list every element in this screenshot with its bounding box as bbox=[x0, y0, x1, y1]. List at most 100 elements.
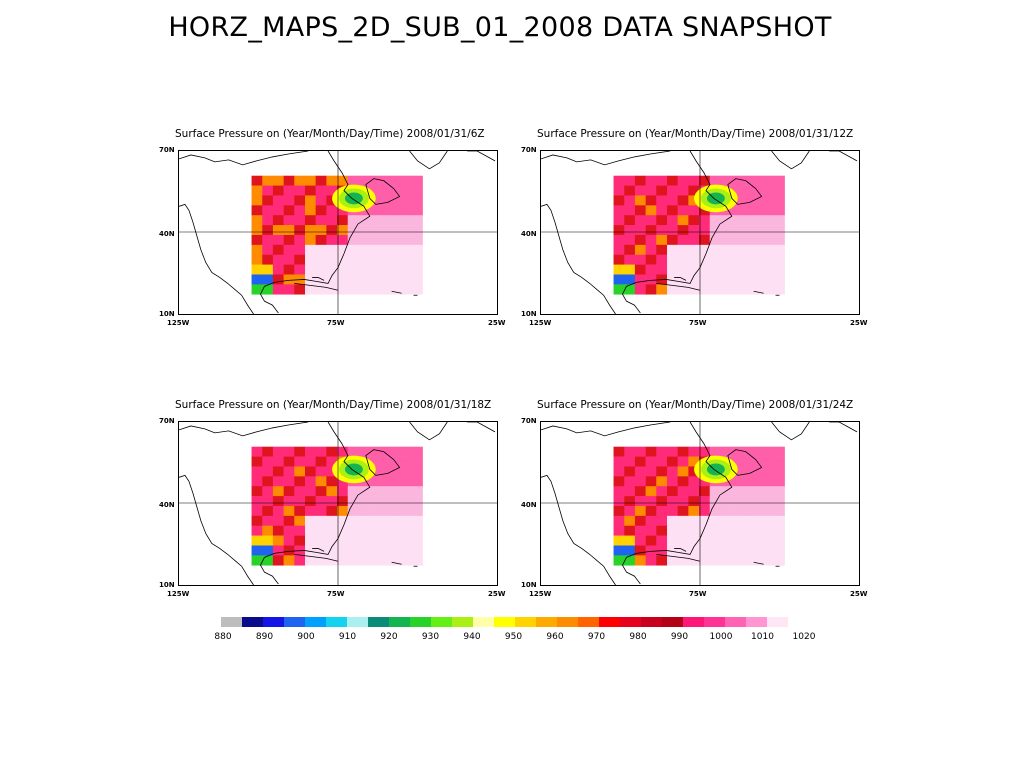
pressure-cell bbox=[741, 264, 753, 275]
pressure-cell bbox=[390, 205, 402, 216]
pressure-cell bbox=[262, 515, 274, 527]
pressure-cell bbox=[656, 215, 668, 226]
pressure-cell bbox=[677, 496, 689, 507]
pressure-cell bbox=[326, 185, 338, 196]
pressure-cell bbox=[401, 476, 413, 487]
pressure-cell bbox=[667, 446, 679, 457]
pressure-cell bbox=[358, 254, 370, 265]
coastline bbox=[260, 422, 371, 585]
pressure-cell bbox=[634, 254, 646, 265]
pressure-cell bbox=[613, 505, 625, 517]
pressure-cell bbox=[763, 225, 775, 236]
pressure-cell bbox=[645, 225, 657, 236]
coastline bbox=[674, 548, 687, 552]
pressure-cell bbox=[634, 505, 646, 517]
pressure-cell bbox=[315, 254, 327, 265]
pressure-cell bbox=[251, 496, 263, 507]
pressure-cell bbox=[773, 274, 785, 285]
coastline bbox=[179, 151, 309, 166]
pressure-cell bbox=[645, 486, 657, 497]
colorbar-swatch bbox=[536, 617, 557, 627]
pressure-cell bbox=[645, 505, 657, 517]
pressure-cell bbox=[667, 185, 679, 196]
latitude-label: 10N bbox=[159, 581, 175, 589]
pressure-cell bbox=[262, 225, 274, 236]
pressure-cell bbox=[667, 456, 679, 467]
pressure-cell bbox=[667, 505, 679, 517]
pressure-cell bbox=[688, 496, 700, 507]
pressure-cell bbox=[752, 264, 764, 275]
pressure-cell bbox=[613, 466, 625, 477]
pressure-cell bbox=[379, 486, 391, 497]
pressure-cell bbox=[390, 476, 402, 487]
pressure-cell bbox=[677, 205, 689, 216]
pressure-cell bbox=[741, 195, 753, 206]
pressure-cell bbox=[315, 234, 327, 246]
pressure-cell bbox=[315, 535, 327, 546]
pressure-cell bbox=[390, 555, 402, 566]
pressure-cell bbox=[294, 505, 306, 517]
pressure-cell bbox=[677, 486, 689, 497]
latitude-label: 70N bbox=[159, 146, 175, 154]
pressure-cell bbox=[656, 195, 668, 206]
colorbar-tick-label: 1020 bbox=[792, 632, 816, 642]
colorbar-tick-label: 930 bbox=[421, 632, 440, 642]
pressure-cell bbox=[731, 446, 743, 457]
pressure-cell bbox=[731, 244, 743, 256]
pressure-cell bbox=[390, 486, 402, 497]
pressure-cell bbox=[347, 555, 359, 566]
pressure-cell bbox=[656, 446, 668, 457]
colorbar-swatch bbox=[263, 617, 284, 627]
pressure-cell bbox=[294, 195, 306, 206]
pressure-cell bbox=[613, 456, 625, 467]
pressure-cell bbox=[347, 486, 359, 497]
pressure-cell bbox=[337, 545, 349, 556]
pressure-cell bbox=[709, 175, 721, 186]
pressure-cell bbox=[401, 555, 413, 566]
pressure-cell bbox=[613, 545, 625, 556]
pressure-cell bbox=[369, 545, 381, 556]
pressure-cell bbox=[677, 476, 689, 487]
pressure-cell bbox=[720, 535, 732, 546]
pressure-cell bbox=[347, 215, 359, 226]
pressure-cell bbox=[369, 505, 381, 517]
pressure-cell bbox=[688, 254, 700, 265]
pressure-cell bbox=[688, 545, 700, 556]
pressure-cell bbox=[731, 476, 743, 487]
pressure-cell bbox=[741, 456, 753, 467]
pressure-cell bbox=[379, 225, 391, 236]
pressure-cell bbox=[272, 505, 284, 517]
pressure-cell bbox=[645, 195, 657, 206]
pressure-cell bbox=[667, 244, 679, 256]
pressure-cell bbox=[347, 535, 359, 546]
colorbar-swatch bbox=[242, 617, 263, 627]
pressure-cell bbox=[294, 476, 306, 487]
pressure-cell bbox=[752, 234, 764, 246]
longitude-label: 25W bbox=[850, 319, 868, 327]
pressure-cell bbox=[720, 254, 732, 265]
pressure-cell bbox=[305, 505, 317, 517]
pressure-cell bbox=[411, 505, 423, 517]
pressure-cell bbox=[337, 215, 349, 226]
pressure-cell bbox=[379, 476, 391, 487]
pressure-cell bbox=[337, 175, 349, 186]
pressure-cell bbox=[251, 225, 263, 236]
pressure-cell bbox=[411, 175, 423, 186]
pressure-cell bbox=[411, 486, 423, 497]
pressure-cell bbox=[390, 195, 402, 206]
pressure-cell bbox=[741, 446, 753, 457]
pressure-cell bbox=[305, 545, 317, 556]
pressure-cell bbox=[283, 515, 295, 527]
pressure-cell bbox=[720, 525, 732, 536]
pressure-cell bbox=[763, 505, 775, 517]
pressure-cell bbox=[315, 466, 327, 477]
pressure-cell bbox=[709, 525, 721, 536]
pressure-cell bbox=[251, 466, 263, 477]
pressure-cell bbox=[390, 234, 402, 246]
pressure-cell bbox=[411, 476, 423, 487]
pressure-cell bbox=[326, 264, 338, 275]
pressure-cell bbox=[326, 225, 338, 236]
pressure-cell bbox=[709, 555, 721, 566]
pressure-cell bbox=[699, 535, 711, 546]
colorbar-tick-label: 900 bbox=[297, 632, 315, 642]
